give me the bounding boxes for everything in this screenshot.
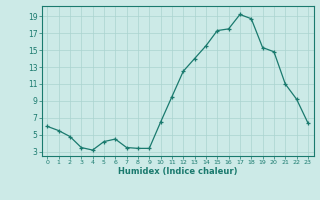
- X-axis label: Humidex (Indice chaleur): Humidex (Indice chaleur): [118, 167, 237, 176]
